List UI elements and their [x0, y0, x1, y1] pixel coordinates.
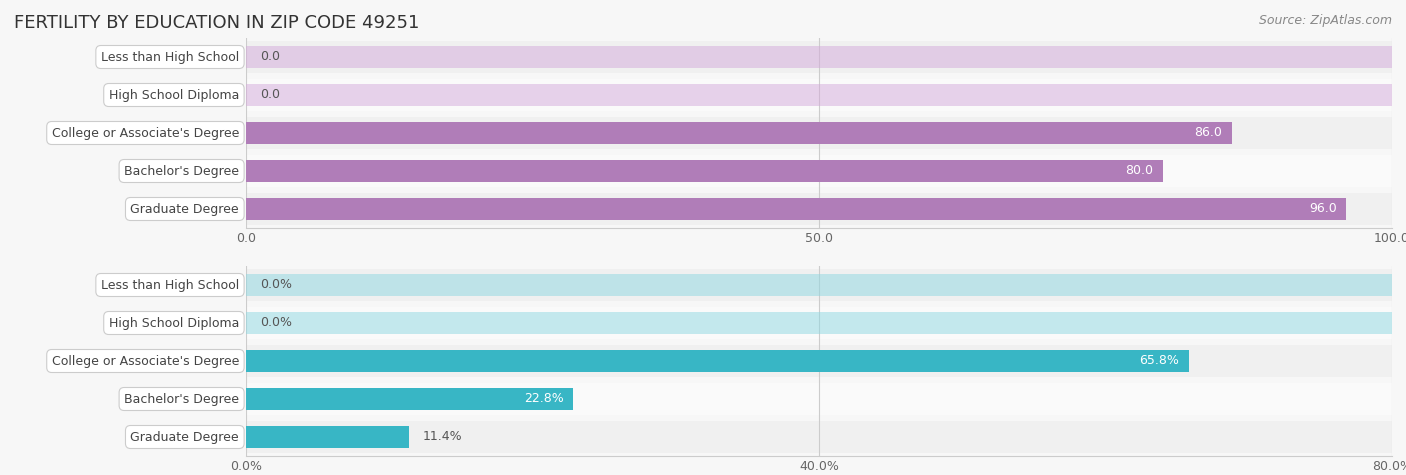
Text: 11.4%: 11.4% — [423, 430, 463, 444]
Bar — [246, 421, 1392, 453]
Bar — [246, 269, 1392, 301]
Bar — [246, 345, 1392, 377]
Text: 96.0: 96.0 — [1309, 202, 1337, 216]
Text: Source: ZipAtlas.com: Source: ZipAtlas.com — [1258, 14, 1392, 27]
Text: Graduate Degree: Graduate Degree — [131, 202, 239, 216]
Text: Bachelor's Degree: Bachelor's Degree — [124, 392, 239, 406]
Text: Graduate Degree: Graduate Degree — [131, 430, 239, 444]
Text: High School Diploma: High School Diploma — [108, 316, 239, 330]
Bar — [246, 79, 1392, 111]
Text: FERTILITY BY EDUCATION IN ZIP CODE 49251: FERTILITY BY EDUCATION IN ZIP CODE 49251 — [14, 14, 419, 32]
Bar — [246, 193, 1392, 225]
Bar — [246, 160, 1163, 182]
Bar — [246, 274, 1392, 296]
Text: Less than High School: Less than High School — [101, 278, 239, 292]
Text: 22.8%: 22.8% — [523, 392, 564, 406]
Bar — [246, 155, 1392, 187]
Text: College or Associate's Degree: College or Associate's Degree — [52, 354, 239, 368]
Text: High School Diploma: High School Diploma — [108, 88, 239, 102]
Bar — [246, 383, 1392, 415]
Bar — [246, 122, 1232, 144]
Text: 0.0: 0.0 — [260, 50, 280, 64]
Text: 65.8%: 65.8% — [1139, 354, 1180, 368]
Bar — [246, 41, 1392, 73]
Text: College or Associate's Degree: College or Associate's Degree — [52, 126, 239, 140]
Bar — [246, 117, 1392, 149]
Bar — [246, 388, 572, 410]
Bar — [246, 350, 1188, 372]
Bar — [246, 84, 1392, 106]
Text: 0.0: 0.0 — [260, 88, 280, 102]
Text: 0.0%: 0.0% — [260, 278, 292, 292]
Bar — [246, 426, 409, 448]
Text: Bachelor's Degree: Bachelor's Degree — [124, 164, 239, 178]
Text: 80.0: 80.0 — [1126, 164, 1153, 178]
Text: Less than High School: Less than High School — [101, 50, 239, 64]
Bar — [246, 46, 1392, 68]
Bar — [246, 198, 1346, 220]
Bar — [246, 307, 1392, 339]
Text: 86.0: 86.0 — [1195, 126, 1222, 140]
Bar — [246, 312, 1392, 334]
Text: 0.0%: 0.0% — [260, 316, 292, 330]
